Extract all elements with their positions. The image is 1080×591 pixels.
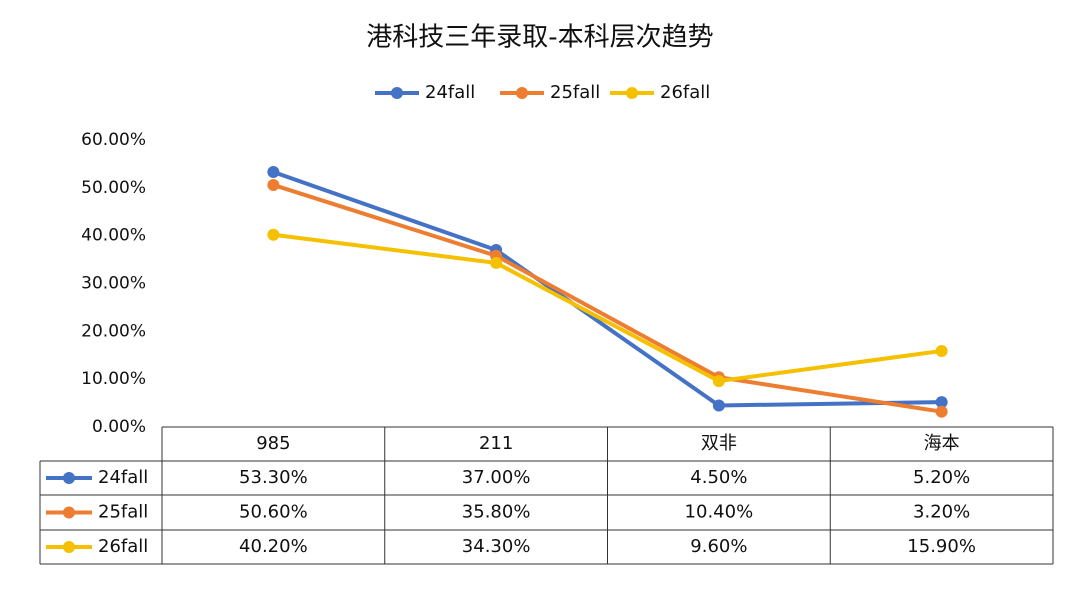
point <box>267 178 280 191</box>
row-label: 26fall <box>98 536 148 557</box>
y-tick-label: 30.00% <box>81 274 146 294</box>
series-line <box>272 183 942 414</box>
point <box>490 256 503 269</box>
table-value: 3.20% <box>913 502 970 523</box>
point <box>712 375 725 388</box>
x-tick-label: 985 <box>256 433 290 454</box>
y-tick-label: 50.00% <box>81 178 146 198</box>
point <box>267 166 280 179</box>
table-value: 50.60% <box>239 502 308 523</box>
series-line <box>272 170 942 408</box>
table-value: 15.90% <box>907 536 976 557</box>
x-tick-label: 海本 <box>924 433 960 454</box>
x-tick-label: 双非 <box>701 433 737 454</box>
table-value: 40.20% <box>239 536 308 557</box>
table-value: 4.50% <box>690 467 747 488</box>
point <box>935 344 948 357</box>
row-label: 25fall <box>98 502 148 523</box>
legend-label: 24fall <box>425 82 475 103</box>
x-tick-label: 211 <box>479 433 513 454</box>
table-value: 37.00% <box>462 467 531 488</box>
table-value: 9.60% <box>690 536 747 557</box>
y-tick-label: 40.00% <box>81 226 146 246</box>
legend-marker <box>626 87 638 99</box>
y-tick-label: 10.00% <box>81 369 146 389</box>
table-marker <box>63 506 75 519</box>
legend-marker <box>391 87 403 99</box>
table-value: 53.30% <box>239 467 308 488</box>
point <box>935 396 948 409</box>
row-label: 24fall <box>98 467 148 488</box>
table-value: 5.20% <box>913 467 970 488</box>
y-tick-label: 0.00% <box>92 417 146 437</box>
table-marker <box>63 541 75 553</box>
chart-title: 港科技三年录取-本科层次趋势 <box>366 23 713 53</box>
legend-label: 25fall <box>550 82 600 103</box>
point <box>712 399 725 412</box>
y-tick-label: 60.00% <box>81 130 146 150</box>
y-tick-label: 20.00% <box>81 321 146 341</box>
series-line <box>273 232 942 384</box>
table-value: 10.40% <box>685 502 754 523</box>
legend-marker <box>516 87 528 99</box>
point <box>267 228 280 241</box>
table-value: 35.80% <box>462 502 531 523</box>
legend-label: 26fall <box>660 82 710 103</box>
table-marker <box>63 472 75 484</box>
point <box>935 405 948 418</box>
table-value: 34.30% <box>462 536 531 557</box>
